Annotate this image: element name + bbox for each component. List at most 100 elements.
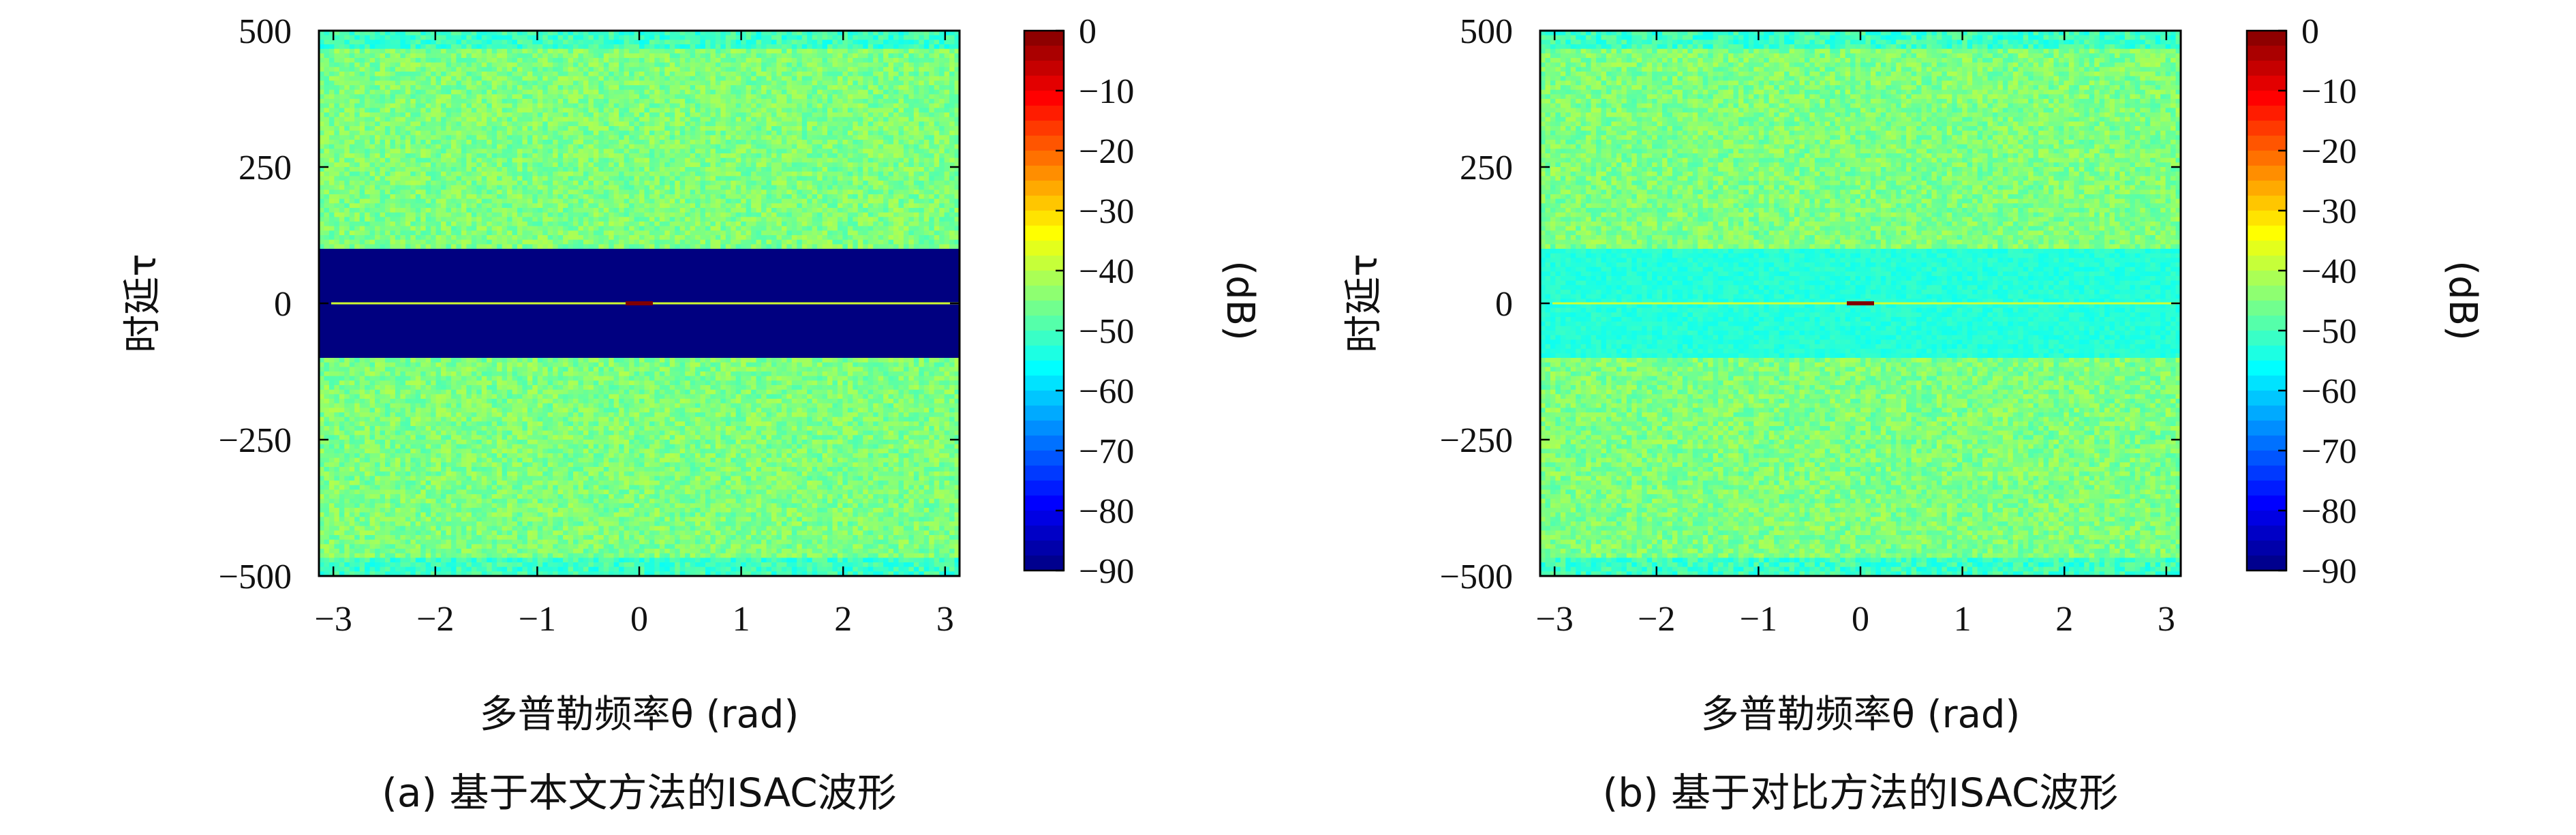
heatmap-cell [873, 171, 879, 177]
heatmap-cell [578, 72, 584, 77]
heatmap-cell [609, 112, 615, 118]
heatmap-cell [450, 153, 457, 159]
heatmap-cell [735, 76, 741, 81]
heatmap-cell [598, 198, 604, 204]
heatmap-cell [487, 44, 493, 50]
heatmap-cell [613, 48, 619, 54]
heatmap-cell [619, 135, 625, 140]
heatmap-cell [807, 126, 813, 132]
heatmap-cell [847, 194, 853, 200]
heatmap-cell [954, 121, 960, 127]
heatmap-cell [893, 130, 900, 136]
heatmap-cell [705, 189, 711, 195]
heatmap-cell [685, 35, 691, 40]
heatmap-cell [553, 153, 559, 159]
heatmap-cell [908, 194, 915, 200]
heatmap-cell [359, 31, 365, 36]
heatmap-cell [771, 108, 778, 113]
heatmap-cell [410, 108, 416, 113]
heatmap-cell [807, 85, 813, 91]
heatmap-cell [664, 99, 671, 104]
heatmap-cell [598, 53, 604, 59]
heatmap-cell [466, 35, 472, 40]
heatmap-cell [634, 58, 640, 63]
heatmap-cell [527, 198, 533, 204]
heatmap-cell [613, 181, 619, 186]
heatmap-cell [613, 99, 619, 104]
heatmap-cell [446, 80, 452, 86]
heatmap-cell [588, 44, 594, 50]
heatmap-cell [786, 149, 793, 154]
heatmap-cell [375, 40, 381, 45]
heatmap-cell [527, 167, 533, 172]
heatmap-cell [863, 203, 869, 209]
heatmap-cell [395, 198, 401, 204]
heatmap-cell [629, 185, 635, 190]
heatmap-cell [441, 171, 447, 177]
heatmap-cell [710, 171, 716, 177]
heatmap-cell [756, 35, 762, 40]
heatmap-cell [471, 80, 477, 86]
heatmap-cell [644, 181, 650, 186]
heatmap-cell [532, 58, 538, 63]
heatmap-cell [420, 140, 427, 145]
heatmap-cell [547, 181, 553, 186]
heatmap-cell [522, 189, 528, 195]
heatmap-cell [715, 48, 721, 54]
heatmap-cell [507, 144, 513, 149]
heatmap-cell [954, 157, 960, 163]
heatmap-cell [812, 112, 818, 118]
heatmap-cell [588, 62, 594, 67]
heatmap-cell [720, 53, 726, 59]
heatmap-cell [578, 89, 584, 95]
heatmap-cell [334, 203, 340, 209]
heatmap-cell [741, 185, 747, 190]
heatmap-cell [679, 135, 686, 140]
heatmap-cell [583, 67, 589, 72]
heatmap-cell [507, 203, 513, 209]
heatmap-cell [949, 126, 955, 132]
heatmap-cell [939, 157, 945, 163]
heatmap-cell [741, 194, 747, 200]
heatmap-cell [344, 149, 350, 154]
heatmap-cell [664, 72, 671, 77]
heatmap-cell [731, 167, 737, 172]
heatmap-cell [553, 149, 559, 154]
heatmap-cell [456, 153, 462, 159]
heatmap-cell [883, 94, 889, 100]
heatmap-cell [487, 189, 493, 195]
heatmap-cell [837, 167, 844, 172]
heatmap-cell [832, 171, 838, 177]
heatmap-cell [517, 112, 523, 118]
heatmap-cell [654, 99, 660, 104]
heatmap-cell [405, 99, 411, 104]
heatmap-cell [873, 198, 879, 204]
heatmap-cell [817, 108, 823, 113]
heatmap-cell [725, 40, 731, 45]
heatmap-cell [863, 149, 869, 154]
heatmap-cell [675, 208, 681, 213]
heatmap-cell [949, 31, 955, 36]
heatmap-cell [324, 80, 330, 86]
heatmap-cell [695, 194, 701, 200]
heatmap-cell [644, 85, 650, 91]
heatmap-cell [776, 171, 782, 177]
heatmap-cell [380, 149, 386, 154]
heatmap-cell [629, 121, 635, 127]
heatmap-cell [700, 208, 706, 213]
heatmap-cell [476, 130, 482, 136]
heatmap-cell [369, 194, 375, 200]
heatmap-cell [441, 31, 447, 36]
heatmap-cell [613, 126, 619, 132]
heatmap-cell [476, 181, 482, 186]
heatmap-cell [710, 181, 716, 186]
heatmap-cell [934, 80, 940, 86]
heatmap-cell [425, 189, 431, 195]
heatmap-cell [735, 126, 741, 132]
heatmap-cell [669, 31, 675, 36]
heatmap-cell [700, 89, 706, 95]
heatmap-cell [578, 94, 584, 100]
heatmap-cell [822, 35, 828, 40]
heatmap-cell [613, 135, 619, 140]
